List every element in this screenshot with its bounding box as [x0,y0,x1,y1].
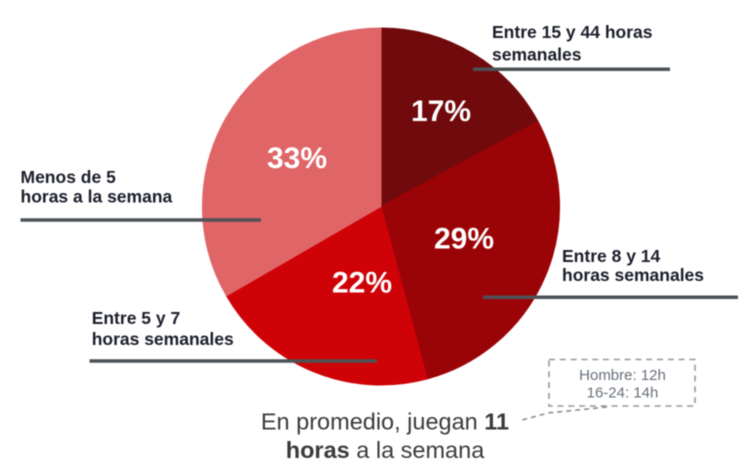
svg-text:16-24: 14h: 16-24: 14h [587,385,659,402]
svg-text:Menos de 5: Menos de 5 [21,167,117,187]
svg-text:Entre 5 y 7: Entre 5 y 7 [92,308,181,328]
svg-text:22%: 22% [332,267,392,300]
svg-text:Hombre: 12h: Hombre: 12h [579,367,666,384]
svg-text:33%: 33% [267,142,327,175]
svg-text:Entre 8 y 14: Entre 8 y 14 [562,246,661,266]
svg-text:En promedio, juegan 11: En promedio, juegan 11 [261,409,509,435]
svg-text:horas semanales: horas semanales [92,329,234,349]
svg-text:horas a la semana: horas a la semana [21,187,173,207]
svg-text:semanales: semanales [492,45,582,65]
svg-text:Entre 15 y 44 horas: Entre 15 y 44 horas [492,22,653,42]
svg-text:horas a la semana: horas a la semana [286,437,485,463]
svg-text:29%: 29% [434,223,494,256]
svg-text:horas semanales: horas semanales [562,265,704,285]
svg-text:17%: 17% [411,95,471,128]
